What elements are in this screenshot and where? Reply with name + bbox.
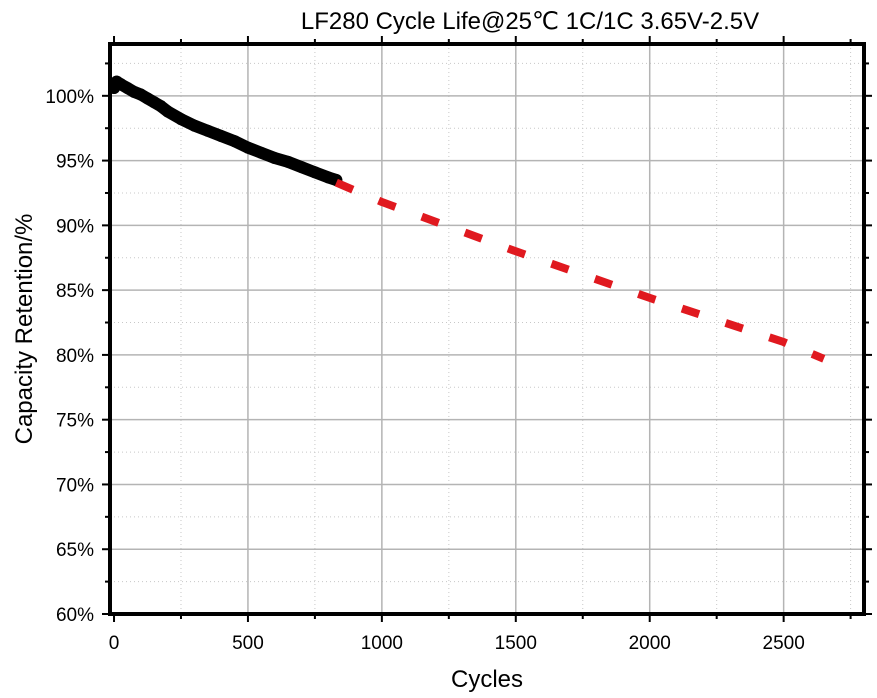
x-tick-label: 1500 (495, 633, 537, 654)
y-tick-label: 85% (56, 281, 94, 302)
measured-point (188, 119, 201, 132)
y-tick-label: 95% (56, 152, 94, 173)
grid-lines (110, 44, 864, 614)
y-tick-label: 90% (56, 216, 94, 237)
measured-point (255, 146, 268, 159)
measured-point (201, 124, 214, 137)
measured-point (161, 105, 174, 118)
measured-point (215, 129, 228, 142)
y-tick-label: 75% (56, 411, 94, 432)
x-tick-label: 0 (109, 633, 120, 654)
y-tick-label: 70% (56, 475, 94, 496)
y-axis-label: Capacity Retention/% (11, 214, 38, 445)
y-tick-label: 80% (56, 346, 94, 367)
x-tick-label: 500 (232, 633, 264, 654)
x-tick-label: 2000 (629, 633, 671, 654)
measured-point (241, 141, 254, 154)
axis-ticks: 0 500 1000 1500 2000 2500 60% 65% 70% 75% 80% 85% 90… (45, 36, 872, 654)
y-tick-label: 100% (45, 87, 94, 108)
measured-point (228, 135, 241, 148)
y-tick-label: 65% (56, 540, 94, 561)
measured-point (308, 166, 321, 179)
x-tick-label: 1000 (361, 633, 403, 654)
measured-point (268, 152, 281, 164)
measured-point (174, 113, 187, 126)
chart-title: LF280 Cycle Life@25℃ 1C/1C 3.65V-2.5V (301, 8, 759, 35)
measured-point (282, 155, 295, 168)
x-tick-label: 2500 (763, 633, 805, 654)
projected-series-line (334, 178, 826, 363)
data-series (108, 75, 826, 363)
y-tick-label: 60% (56, 605, 94, 626)
measured-point (295, 161, 308, 174)
plot-frame (108, 42, 866, 616)
x-axis-label: Cycles (451, 666, 523, 693)
